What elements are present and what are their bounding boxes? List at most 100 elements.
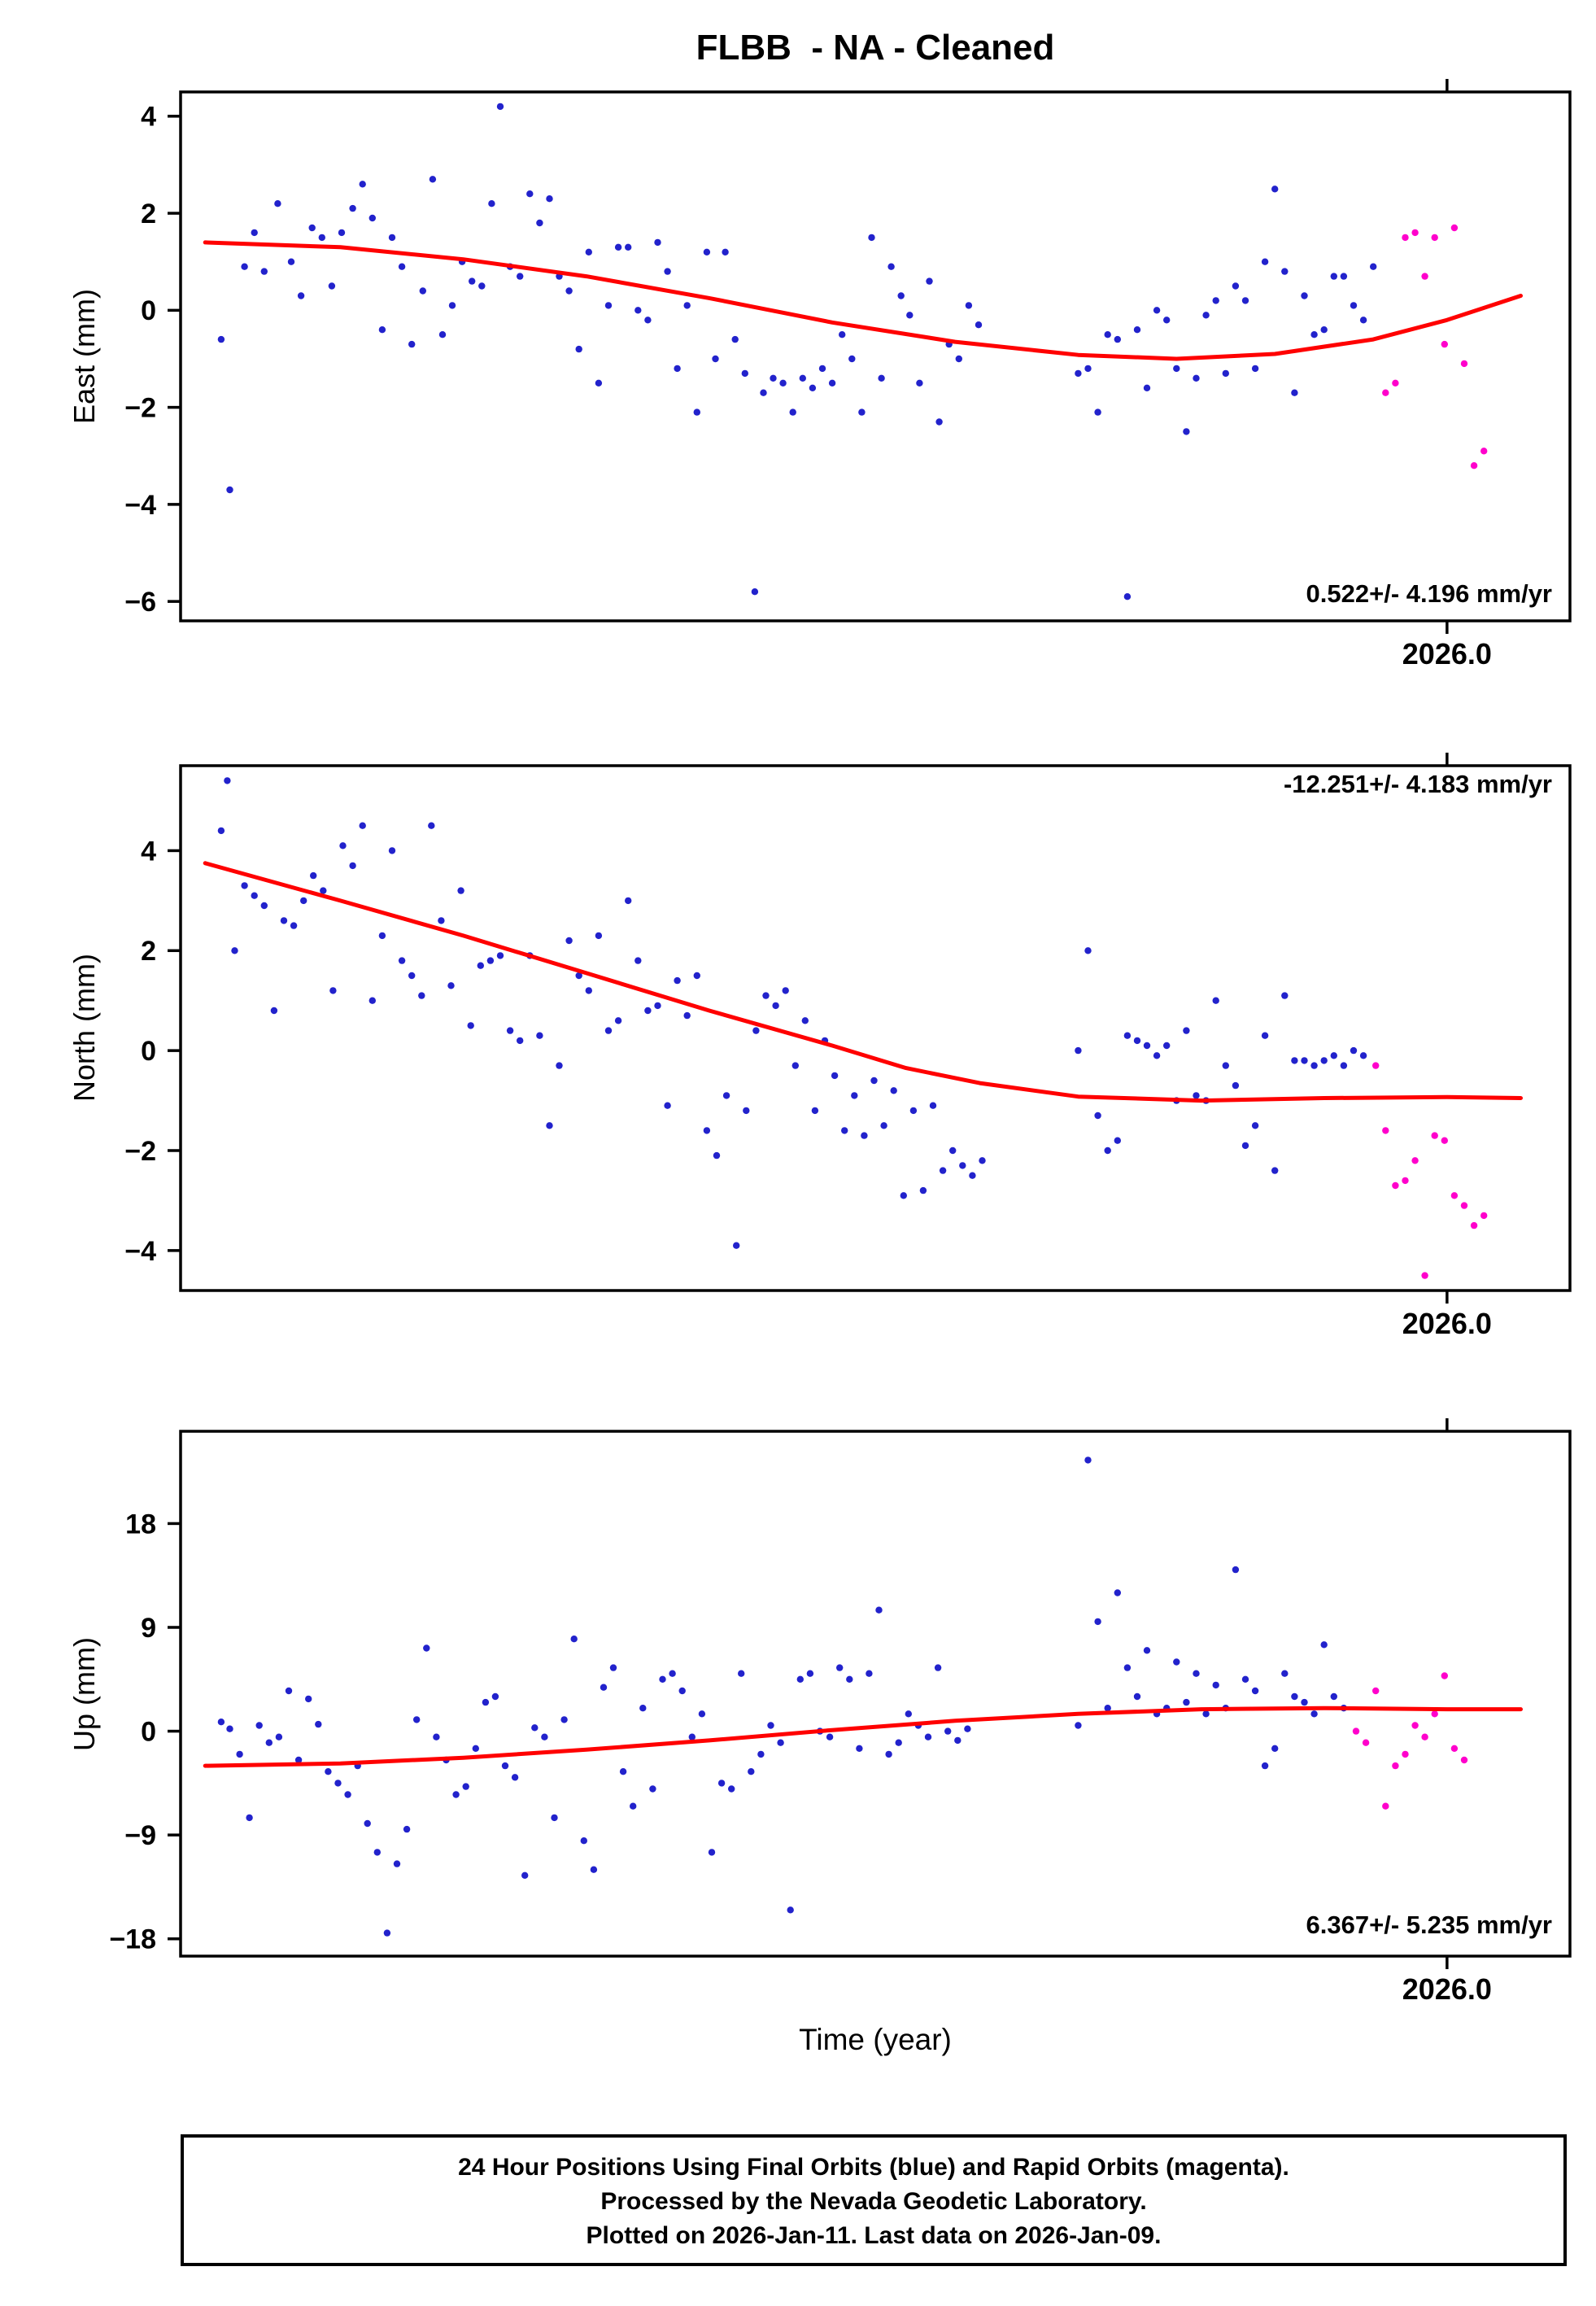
- data-point: [875, 1606, 883, 1614]
- data-point: [1281, 268, 1289, 275]
- data-point: [683, 302, 691, 309]
- data-point: [634, 307, 642, 314]
- data-point: [1251, 365, 1259, 373]
- data-point: [796, 1675, 804, 1683]
- data-point: [979, 1157, 986, 1164]
- data-point: [419, 287, 426, 295]
- data-point: [595, 932, 603, 940]
- data-point: [1392, 379, 1399, 387]
- data-point: [1241, 1142, 1249, 1150]
- data-point: [965, 302, 973, 309]
- data-point: [580, 1837, 587, 1845]
- data-point: [429, 176, 437, 183]
- data-point: [517, 1037, 524, 1045]
- data-point: [1301, 1057, 1308, 1064]
- data-point: [935, 418, 943, 426]
- data-point: [246, 1814, 253, 1822]
- data-point: [654, 1002, 661, 1010]
- data-point: [1421, 273, 1428, 280]
- data-point: [1350, 1046, 1358, 1055]
- data-point: [486, 957, 495, 964]
- data-point: [217, 1719, 225, 1726]
- data-point: [698, 1710, 706, 1718]
- data-point: [1330, 1692, 1338, 1701]
- data-point: [1075, 369, 1082, 378]
- data-point: [585, 248, 592, 255]
- data-point: [511, 1774, 519, 1781]
- x-tick-label-north: 2026.0: [1402, 1307, 1492, 1340]
- data-point: [1271, 1167, 1279, 1174]
- data-point: [1193, 1670, 1200, 1677]
- data-point: [1460, 1202, 1468, 1209]
- data-point: [575, 972, 582, 980]
- data-point: [1104, 1146, 1111, 1155]
- data-point: [625, 243, 632, 251]
- data-point: [1084, 947, 1092, 954]
- data-point: [975, 321, 983, 329]
- panel-north: −4 −2 0 2 4: [124, 753, 1572, 1304]
- data-point: [713, 1151, 721, 1160]
- y-tick-label: −9: [124, 1820, 156, 1851]
- data-point: [868, 234, 875, 242]
- data-point: [280, 917, 288, 924]
- data-point: [1352, 1727, 1360, 1735]
- data-point: [614, 1017, 622, 1024]
- data-point: [285, 1687, 293, 1695]
- data-point: [1232, 282, 1240, 290]
- caption-line-2: Processed by the Nevada Geodetic Laborat…: [600, 2188, 1147, 2215]
- y-tick-label: 9: [141, 1613, 156, 1644]
- data-point: [1143, 1042, 1151, 1050]
- data-point: [287, 258, 295, 265]
- data-point: [398, 957, 406, 964]
- data-point: [614, 243, 622, 251]
- data-point: [654, 238, 661, 247]
- data-point: [895, 1739, 902, 1746]
- data-point: [639, 1705, 647, 1712]
- data-point: [575, 345, 582, 353]
- data-point: [325, 1768, 332, 1775]
- y-tick-label: 2: [141, 936, 156, 967]
- data-point: [939, 1167, 947, 1174]
- data-point: [929, 1102, 937, 1109]
- x-tick-label-east: 2026.0: [1402, 637, 1492, 670]
- data-point: [521, 1871, 529, 1879]
- data-point: [491, 1692, 499, 1701]
- data-point: [452, 1791, 460, 1798]
- data-point: [1261, 1032, 1269, 1039]
- data-point: [338, 229, 346, 237]
- data-point: [722, 248, 729, 255]
- data-point: [1301, 1698, 1308, 1706]
- data-point: [731, 335, 739, 343]
- data-point: [924, 1733, 932, 1740]
- data-point: [408, 340, 416, 348]
- data-point: [878, 374, 885, 382]
- data-point: [1450, 224, 1459, 232]
- data-point: [916, 379, 923, 387]
- data-point: [1411, 1157, 1419, 1164]
- data-point: [944, 1727, 952, 1735]
- data-point: [226, 1725, 233, 1732]
- data-point: [368, 214, 376, 222]
- data-point: [926, 277, 933, 285]
- y-axis-label-east: East (mm): [68, 289, 101, 424]
- data-point: [373, 1849, 381, 1856]
- data-point: [294, 1756, 303, 1764]
- data-point: [1075, 1046, 1082, 1055]
- data-point: [590, 1866, 598, 1873]
- data-point: [919, 1186, 927, 1194]
- data-point: [811, 1107, 819, 1115]
- data-point: [300, 897, 307, 905]
- data-point: [828, 379, 836, 387]
- data-point: [703, 1127, 711, 1134]
- data-point: [779, 379, 787, 387]
- data-point: [506, 1027, 514, 1034]
- data-point: [1431, 1710, 1438, 1718]
- data-point: [1441, 1672, 1449, 1679]
- data-point: [806, 1670, 814, 1677]
- data-point: [1261, 1762, 1269, 1770]
- data-point: [748, 1768, 755, 1775]
- data-point: [669, 1670, 676, 1677]
- data-point: [1123, 1664, 1132, 1671]
- data-point: [1212, 997, 1219, 1004]
